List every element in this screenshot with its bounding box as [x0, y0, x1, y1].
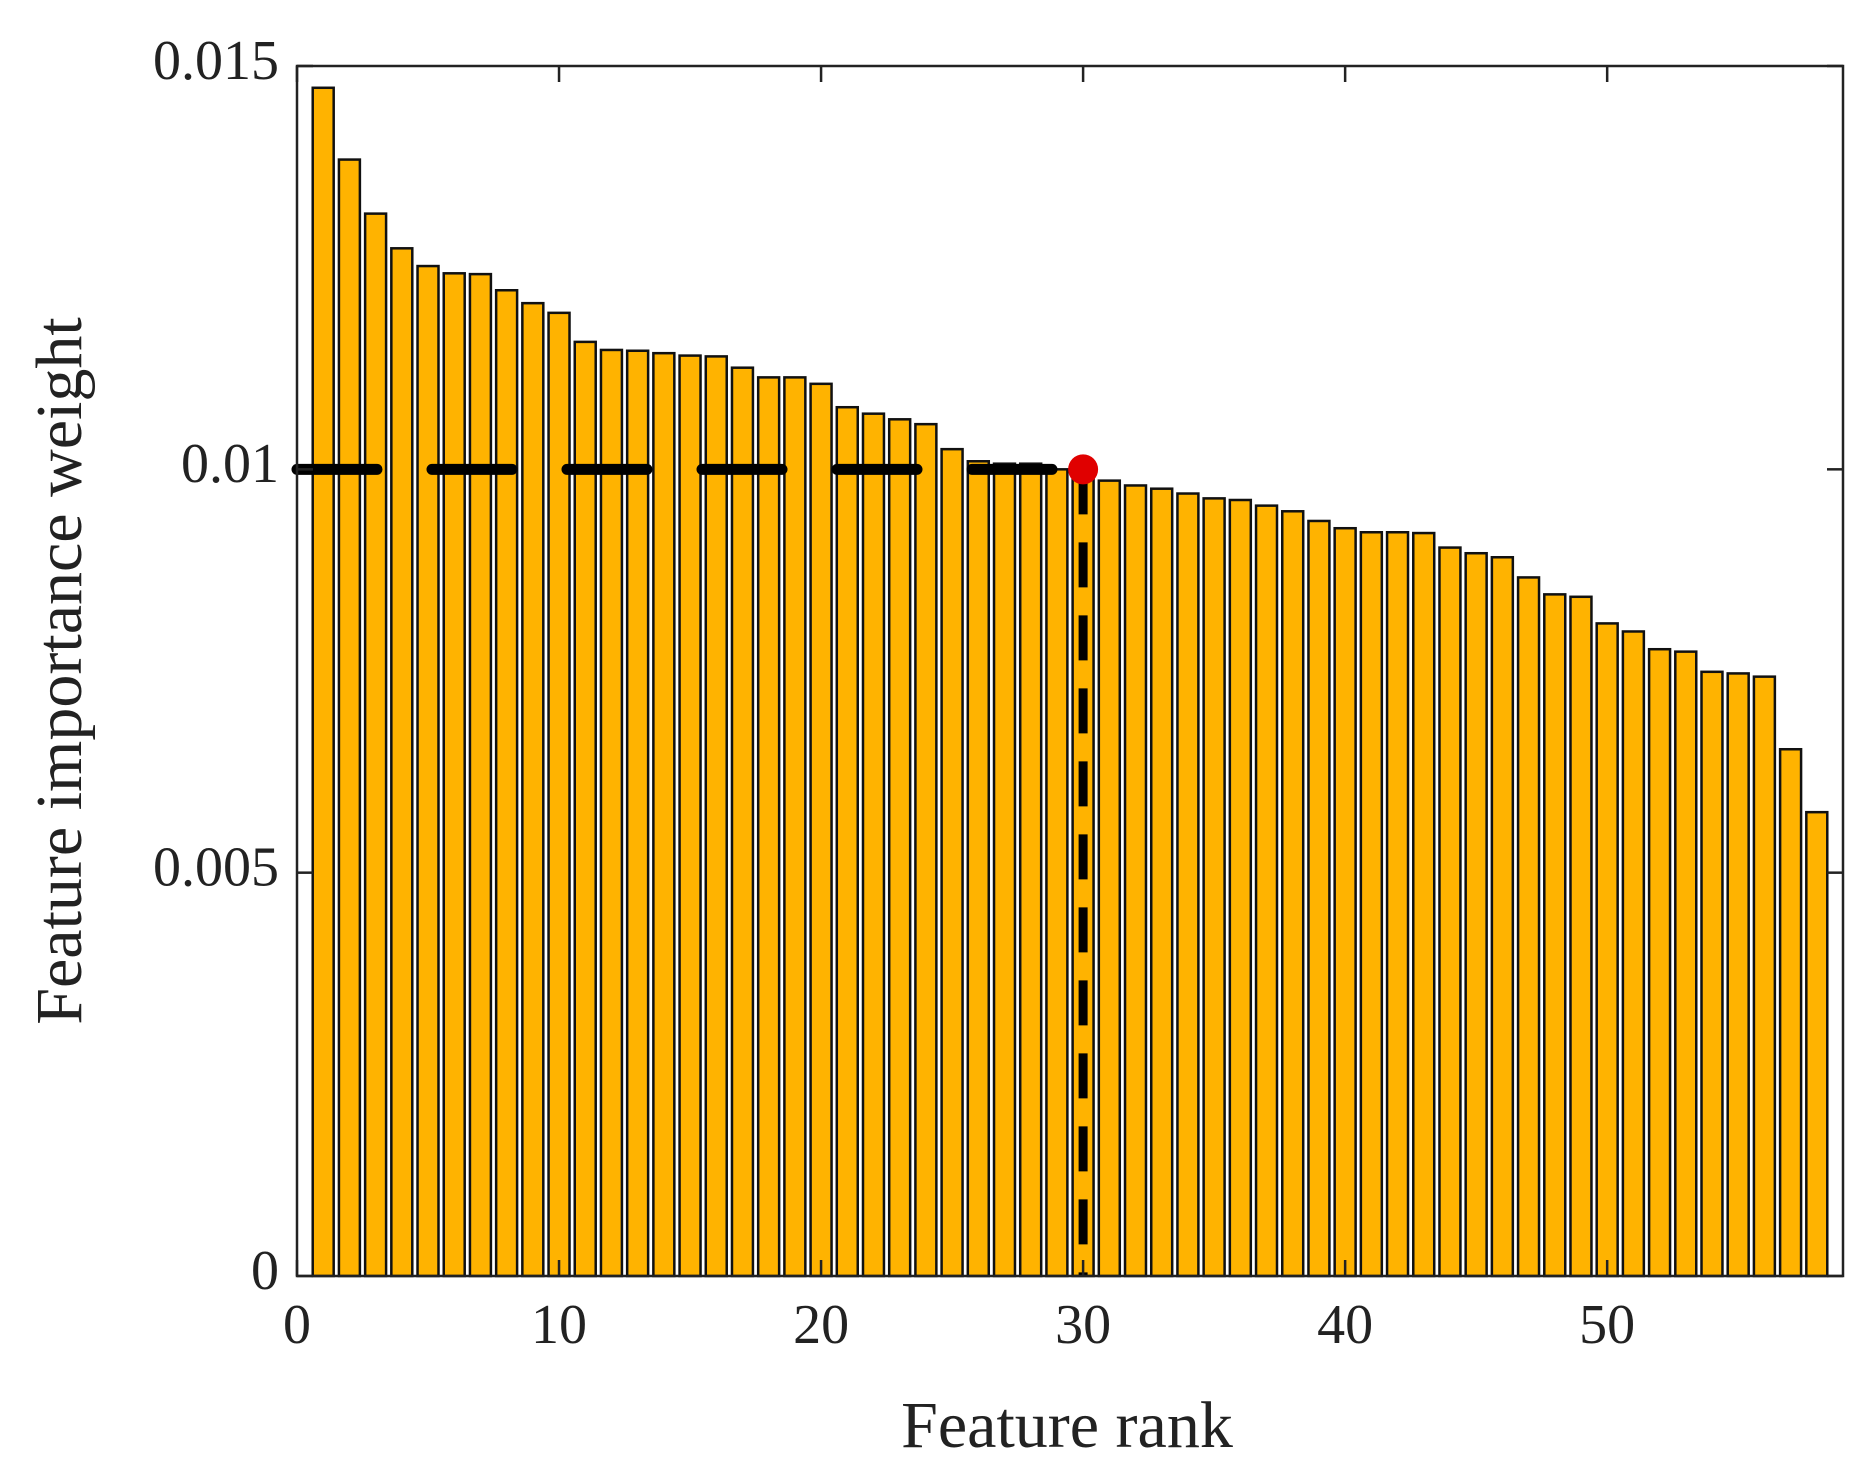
bar	[652, 351, 676, 1278]
bar	[1621, 630, 1646, 1278]
bar	[940, 447, 964, 1278]
bar	[966, 460, 991, 1278]
x-tick-label: 10	[531, 1294, 587, 1356]
bar	[311, 86, 335, 1278]
axes-box	[295, 64, 1845, 1278]
bar	[914, 422, 938, 1278]
bar	[625, 349, 650, 1278]
bar	[678, 354, 702, 1278]
bar	[1805, 810, 1829, 1278]
y-tick-label: 0.005	[153, 837, 279, 899]
bar	[1333, 526, 1357, 1278]
y-tick-label: 0	[251, 1240, 279, 1302]
bar	[1176, 492, 1200, 1278]
bar	[1674, 650, 1698, 1278]
x-tick-label: 30	[1055, 1294, 1111, 1356]
y-tick-label: 0.015	[153, 30, 279, 92]
marker-point	[1068, 454, 1099, 485]
bar	[1228, 498, 1253, 1278]
bar	[1307, 519, 1331, 1278]
bar	[442, 272, 466, 1278]
bar	[1464, 551, 1488, 1278]
x-tick-label: 40	[1317, 1294, 1373, 1356]
bar	[1778, 747, 1803, 1278]
bar	[1647, 647, 1672, 1278]
bar	[1149, 487, 1174, 1278]
x-tick-label: 0	[283, 1294, 311, 1356]
bar	[1359, 531, 1384, 1278]
bar	[1516, 576, 1541, 1278]
bar	[1254, 504, 1279, 1278]
bar	[730, 366, 755, 1278]
x-tick-label: 50	[1579, 1294, 1635, 1356]
bar	[468, 272, 493, 1278]
bar	[1097, 479, 1122, 1278]
bar	[1385, 531, 1410, 1278]
y-axis-label: Feature importance weight	[23, 317, 96, 1024]
bar	[390, 247, 414, 1278]
bar	[337, 158, 362, 1278]
bar	[992, 462, 1017, 1278]
bar	[1123, 484, 1148, 1278]
bar	[521, 301, 545, 1278]
bar	[599, 348, 624, 1278]
bar	[704, 355, 728, 1278]
bar	[1438, 546, 1462, 1278]
bar	[1595, 622, 1619, 1278]
y-tick-label: 0.01	[181, 433, 279, 495]
bar	[887, 418, 912, 1278]
x-tick-label: 20	[793, 1294, 849, 1356]
bar	[1700, 670, 1724, 1278]
x-axis-label: Feature rank	[901, 1389, 1233, 1462]
bar	[1018, 462, 1043, 1278]
bar	[861, 412, 886, 1278]
bar	[1543, 593, 1567, 1278]
bar	[547, 311, 571, 1278]
bar	[1412, 531, 1436, 1278]
bar	[783, 376, 807, 1278]
bar	[756, 376, 781, 1278]
bar	[416, 264, 440, 1278]
bar	[494, 289, 519, 1278]
bar	[809, 382, 833, 1278]
bar	[1045, 468, 1069, 1278]
bar	[1726, 672, 1750, 1278]
bar	[1569, 595, 1593, 1278]
bar	[363, 212, 388, 1278]
bar	[835, 405, 860, 1278]
bar	[573, 340, 597, 1278]
bar	[1490, 556, 1515, 1278]
bar	[1280, 510, 1305, 1278]
bar	[1202, 497, 1226, 1278]
bar	[1752, 675, 1777, 1278]
